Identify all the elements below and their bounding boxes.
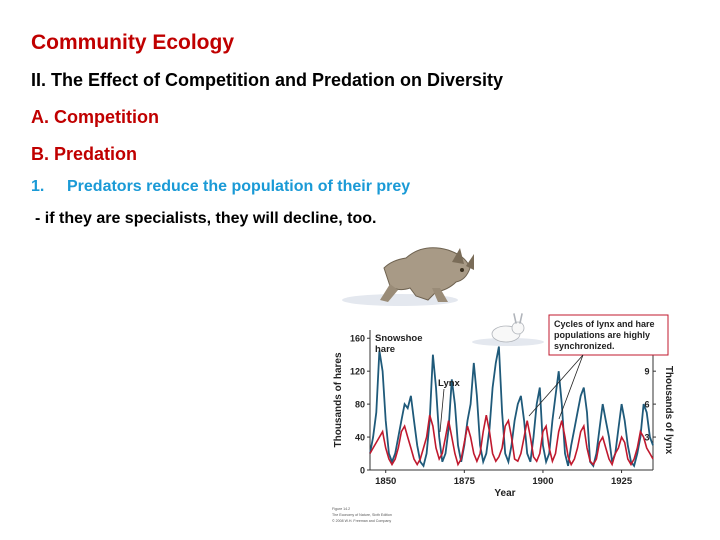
slide-title: Community Ecology: [31, 31, 235, 54]
lynx-hare-figure: 0 40 80 120 160 3 6 9 1850 1875 1900 1925 Thousands…: [332, 247, 674, 523]
subheading-predation: B. Predation: [31, 144, 138, 164]
section-heading: II. The Effect of Competition and Predat…: [31, 70, 504, 90]
lynx-illustration: [342, 247, 474, 306]
figure-credit: Figure 14.2 The Economy of Nature, Sixth…: [332, 507, 393, 523]
x-tick-label: 1925: [611, 476, 633, 487]
x-tick-label: 1850: [375, 476, 396, 487]
y-tick-label: 80: [355, 400, 365, 410]
lynx-series-label: Lynx: [438, 378, 461, 389]
y2-tick-label: 9: [644, 367, 649, 377]
x-tick-label: 1900: [532, 476, 553, 487]
y2-tick-label: 6: [644, 400, 649, 410]
y2-tick-label: 3: [644, 433, 649, 443]
hare-series-label: Snowshoe hare: [375, 333, 425, 355]
subheading-competition: A. Competition: [31, 107, 159, 127]
hare-illustration: [472, 313, 544, 346]
svg-text:Cycles of lynx and hare: Cycles of lynx and hare populations are …: [554, 319, 657, 351]
lynx-series-line: [369, 414, 654, 467]
y-axis-title: Thousands of hares: [333, 352, 344, 447]
sync-callout: Cycles of lynx and hare populations are …: [528, 314, 669, 420]
point-number: 1.: [31, 178, 45, 195]
lynx-label-leader: [439, 388, 445, 433]
y2-axis-title: Thousands of lynx: [663, 366, 674, 455]
specialist-note: - if they are specialists, they will dec…: [35, 210, 377, 227]
x-tick-label: 1875: [454, 476, 476, 487]
hare-series-line: [369, 346, 654, 468]
y-tick-label: 160: [350, 334, 365, 344]
x-axis-title: Year: [494, 488, 515, 499]
y-tick-label: 0: [360, 466, 365, 476]
point-text: Predators reduce the population of their…: [67, 178, 411, 195]
y-tick-label: 40: [355, 433, 365, 443]
y-tick-label: 120: [350, 367, 365, 377]
